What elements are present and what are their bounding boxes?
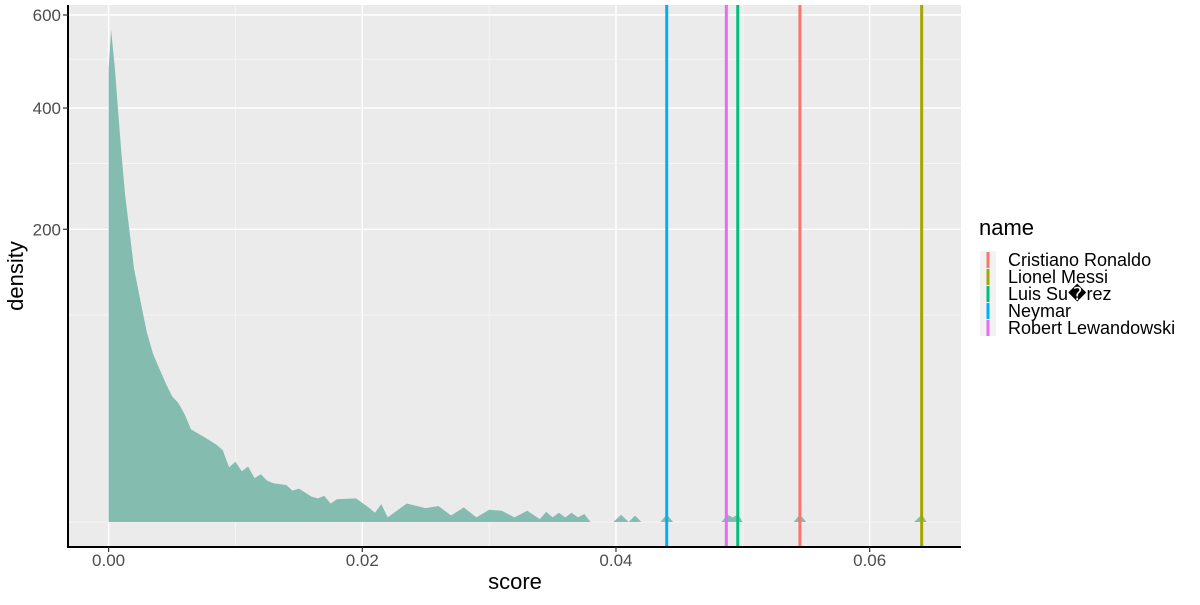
legend-label: Robert Lewandowski	[1008, 318, 1175, 338]
x-tick-label: 0.00	[92, 551, 125, 570]
area-layer	[108, 30, 927, 522]
density-area	[108, 30, 927, 522]
y-tick-label: 400	[33, 99, 61, 118]
y-tick-layer: 200 400 600	[33, 6, 68, 239]
y-axis-title: density	[3, 241, 28, 311]
y-tick-label: 200	[33, 220, 61, 239]
y-tick-label: 600	[33, 6, 61, 25]
legend-label: Luis Su�rez	[1008, 283, 1112, 304]
legend-label: Neymar	[1008, 301, 1071, 321]
legend-title: name	[979, 215, 1034, 240]
vline-layer	[665, 5, 924, 547]
x-tick-label: 0.02	[346, 551, 379, 570]
x-axis-title: score	[488, 569, 542, 594]
x-tick-layer: 0.00 0.02 0.04 0.06	[92, 547, 886, 570]
x-tick-label: 0.04	[599, 551, 632, 570]
legend-label: Lionel Messi	[1008, 267, 1108, 287]
x-tick-label: 0.06	[853, 551, 886, 570]
legend-label: Cristiano Ronaldo	[1008, 250, 1151, 270]
